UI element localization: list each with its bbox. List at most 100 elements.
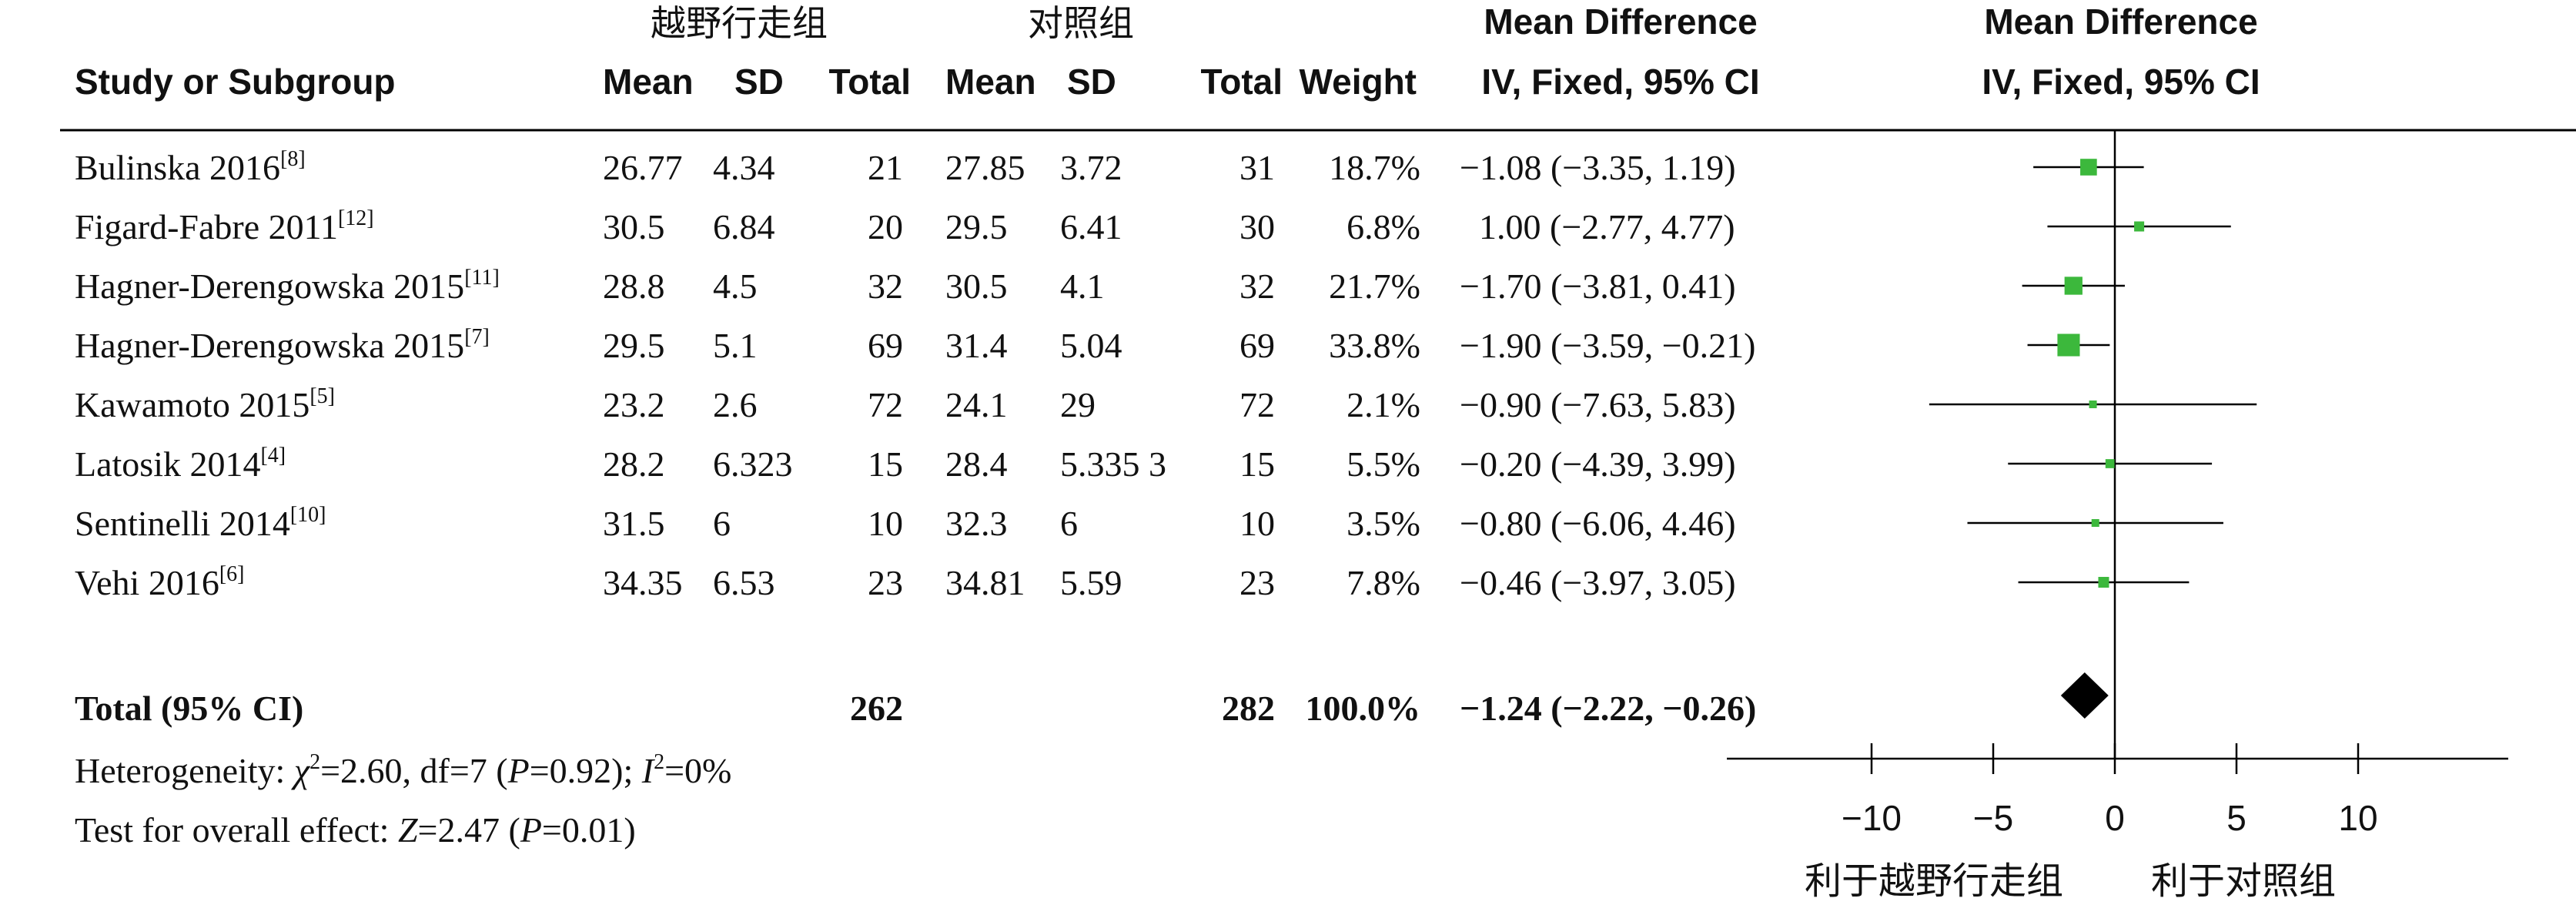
weight-header: Weight [1300,62,1417,102]
cell-c-mean: 29.5 [945,207,1008,246]
total-ci-text: −1.24 (−2.22, −0.26) [1460,689,1756,728]
ci-text: 1.00 (−2.77, 4.77) [1479,207,1735,246]
experimental-group-header: 越野行走组 [651,2,828,44]
pooled-diamond [2060,672,2109,719]
table-row: Latosik 2014[4] 28.2 6.323 15 28.4 5.335 3 15 5… [75,444,1736,484]
md-title-header: Mean Difference [1484,2,1757,42]
cell-e-mean: 30.5 [603,207,665,246]
cell-e-mean: 23.2 [603,385,665,424]
cell-c-total: 32 [1239,266,1275,306]
study-name: Figard-Fabre 2011[12] [75,206,374,246]
favours-right-label: 利于对照组 [2151,860,2336,903]
cell-e-sd: 4.34 [713,148,775,187]
total-ctrl-n: 282 [1222,689,1275,728]
cell-e-total: 23 [868,563,903,602]
ci-text: −1.90 (−3.59, −0.21) [1460,326,1755,365]
exp-total-header: Total [829,62,911,102]
study-point [2080,159,2097,176]
ci-text: −0.90 (−7.63, 5.83) [1460,385,1736,424]
cell-c-mean: 31.4 [945,326,1008,365]
study-name: Hagner-Derengowska 2015[11] [75,266,500,306]
x-tick-label: 5 [2226,798,2246,838]
cell-c-sd: 29 [1060,385,1096,424]
table-row: Bulinska 2016[8] 26.77 4.34 21 27.85 3.72 31 18… [75,147,1736,187]
cell-e-mean: 28.2 [603,444,665,484]
ctrl-sd-header: SD [1067,62,1116,102]
cell-e-mean: 28.8 [603,266,665,306]
cell-c-sd: 5.04 [1060,326,1122,365]
cell-e-total: 10 [868,504,903,543]
table-row: Figard-Fabre 2011[12] 30.5 6.84 20 29.5 6.41 3… [75,206,1735,246]
cell-e-mean: 34.35 [603,563,683,602]
cell-weight: 33.8% [1329,326,1420,365]
cell-weight: 7.8% [1347,563,1420,602]
table-row: Sentinelli 2014[10] 31.5 6 10 32.3 6 10 3.5% −0.… [75,503,1736,543]
cell-weight: 6.8% [1347,207,1420,246]
study-point [2105,459,2115,468]
overall-effect-text: Test for overall effect: Z=2.47 (P=0.01) [75,810,636,850]
x-tick-label: −10 [1842,798,1902,838]
study-name: Sentinelli 2014[10] [75,503,326,543]
plot-md-method-header: IV, Fixed, 95% CI [1982,62,2260,102]
exp-sd-header: SD [734,62,784,102]
cell-weight: 21.7% [1329,266,1420,306]
ci-text: −1.08 (−3.35, 1.19) [1460,148,1736,187]
cell-c-sd: 4.1 [1060,266,1105,306]
cell-e-total: 21 [868,148,903,187]
total-label: Total (95% CI) [75,689,303,728]
cell-c-mean: 28.4 [945,444,1008,484]
study-name: Bulinska 2016[8] [75,147,306,187]
cell-c-sd: 6.41 [1060,207,1122,246]
study-name: Latosik 2014[4] [75,444,286,484]
study-point [2098,577,2109,588]
table-row: Vehi 2016[6] 34.35 6.53 23 34.81 5.59 23 7.8% −0… [75,562,1736,602]
x-tick-label: 0 [2105,798,2125,838]
cell-c-total: 15 [1239,444,1275,484]
cell-c-sd: 5.335 3 [1060,444,1166,484]
ctrl-total-header: Total [1201,62,1283,102]
cell-e-mean: 31.5 [603,504,665,543]
cell-e-total: 69 [868,326,903,365]
study-header: Study or Subgroup [75,62,396,102]
study-point [2091,519,2099,527]
cell-e-sd: 4.5 [713,266,758,306]
cell-e-total: 15 [868,444,903,484]
cell-c-sd: 5.59 [1060,563,1122,602]
plot-md-title-header: Mean Difference [1984,2,2257,42]
x-tick-label: −5 [1973,798,2013,838]
exp-mean-header: Mean [603,62,694,102]
study-name: Vehi 2016[6] [75,562,244,602]
study-name: Hagner-Derengowska 2015[7] [75,325,490,365]
study-point [2134,221,2145,232]
cell-c-mean: 34.81 [945,563,1025,602]
cell-c-sd: 3.72 [1060,148,1122,187]
cell-e-sd: 6.323 [713,444,793,484]
cell-e-sd: 5.1 [713,326,758,365]
favours-left-label: 利于越野行走组 [1805,860,2063,903]
cell-c-total: 10 [1239,504,1275,543]
cell-weight: 3.5% [1347,504,1420,543]
cell-c-mean: 32.3 [945,504,1008,543]
cell-e-mean: 26.77 [603,148,683,187]
cell-c-sd: 6 [1060,504,1078,543]
ci-text: −0.46 (−3.97, 3.05) [1460,563,1736,602]
cell-e-sd: 6.53 [713,563,775,602]
md-method-header: IV, Fixed, 95% CI [1481,62,1759,102]
cell-c-mean: 30.5 [945,266,1008,306]
cell-weight: 5.5% [1347,444,1420,484]
ci-text: −1.70 (−3.81, 0.41) [1460,266,1736,306]
cell-c-mean: 27.85 [945,148,1025,187]
x-tick-label: 10 [2338,798,2377,838]
cell-e-sd: 2.6 [713,385,758,424]
ci-text: −0.20 (−4.39, 3.99) [1460,444,1736,484]
forest-plot-area: −10 −5 0 5 10 [1727,130,2508,838]
cell-c-total: 31 [1239,148,1275,187]
cell-e-total: 20 [868,207,903,246]
heterogeneity-text: Heterogeneity: χ2=2.60, df=7 (P=0.92); I… [75,750,731,790]
cell-c-total: 72 [1239,385,1275,424]
cell-e-sd: 6 [713,504,731,543]
cell-e-mean: 29.5 [603,326,665,365]
cell-e-sd: 6.84 [713,207,775,246]
cell-c-total: 23 [1239,563,1275,602]
table-row: Hagner-Derengowska 2015[11] 28.8 4.5 32 30.5… [75,266,1736,306]
